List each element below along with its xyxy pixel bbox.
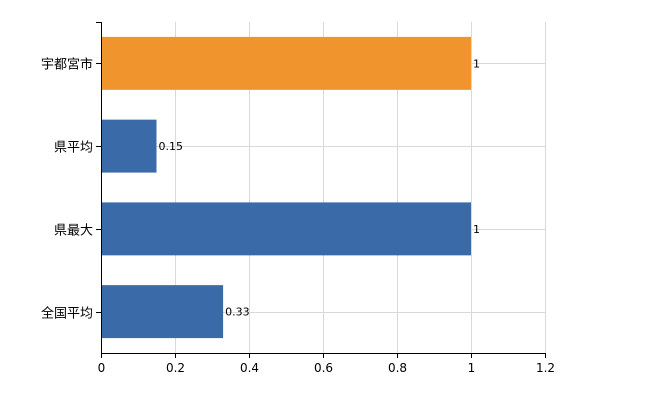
x-tick-label: 1.2 — [536, 361, 555, 375]
bar — [101, 36, 471, 90]
category-label: 全国平均 — [41, 306, 93, 322]
category-label: 県最大 — [54, 224, 93, 239]
bar — [101, 202, 471, 256]
x-tick-label: 1 — [468, 361, 476, 375]
category-label: 宇都宮市 — [41, 57, 93, 73]
data-label: 0.15 — [159, 140, 184, 153]
x-tick-label: 0.8 — [388, 361, 407, 375]
data-label: 0.33 — [225, 306, 250, 319]
bar — [101, 119, 157, 173]
bars — [101, 36, 471, 339]
axes — [96, 22, 546, 358]
x-tick-label: 0.4 — [240, 361, 259, 375]
data-label: 1 — [473, 223, 480, 236]
category-label: 県平均 — [54, 141, 93, 156]
x-tick-label: 0 — [98, 361, 106, 375]
bar — [101, 285, 224, 339]
data-label: 1 — [473, 57, 480, 70]
x-tick-label: 0.2 — [166, 361, 185, 375]
x-tick-label: 0.6 — [314, 361, 333, 375]
